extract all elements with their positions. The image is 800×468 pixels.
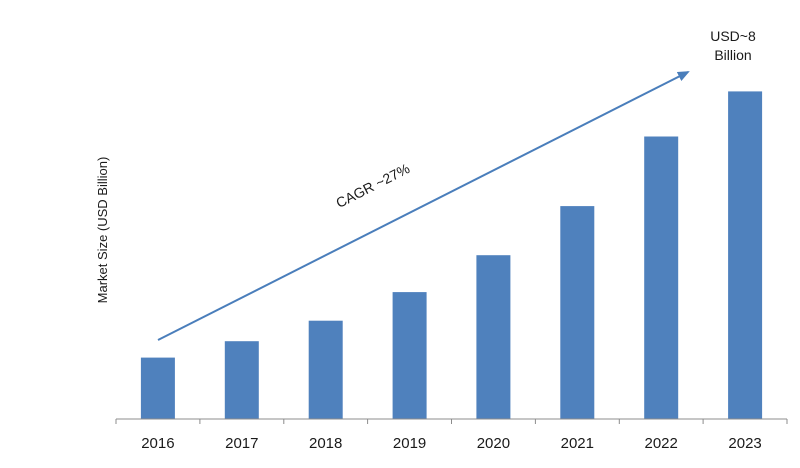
bar-2017 [224,341,259,419]
growth-arrow [157,71,690,341]
cagr-label: CAGR ~27% [333,160,412,211]
bar-2016 [140,357,175,419]
x-tick-label-2019: 2019 [393,435,426,452]
bars-group [140,91,763,420]
x-tick-label-2022: 2022 [645,435,678,452]
bar-2020 [476,255,511,419]
x-tick-label-2020: 2020 [477,435,510,452]
x-tick-label-2016: 2016 [141,435,174,452]
x-tick-label-2017: 2017 [225,435,258,452]
bar-2023 [728,91,763,420]
bar-2018 [308,320,343,419]
x-tick-label-2021: 2021 [561,435,594,452]
final-value-label-line1: USD~8 [710,28,756,44]
x-tick-label-2023: 2023 [728,435,761,452]
x-axis-ticks: 2016 2017 2018 2019 2020 2021 2022 2023 [115,419,788,452]
bar-2022 [644,136,679,419]
bar-2021 [560,206,595,419]
y-axis-title: Market Size (USD Billion) [95,157,110,304]
bar-2019 [392,292,427,419]
x-tick-label-2018: 2018 [309,435,342,452]
final-value-label-line2: Billion [714,47,751,63]
